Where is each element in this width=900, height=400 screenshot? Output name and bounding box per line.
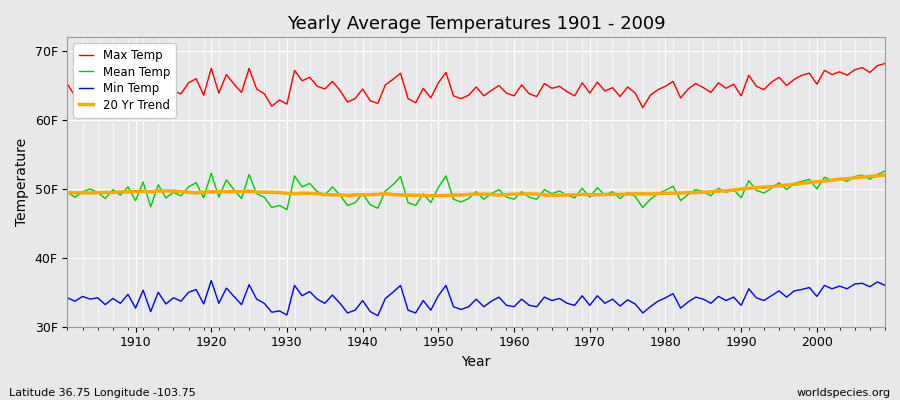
Max Temp xyxy=(608,85,618,90)
Min Temp xyxy=(297,293,308,298)
Min Temp xyxy=(122,292,133,297)
Max Temp xyxy=(342,100,353,104)
Min Temp xyxy=(206,278,217,283)
Max Temp xyxy=(879,61,890,66)
Mean Temp xyxy=(282,207,292,212)
Mean Temp xyxy=(342,203,353,208)
20 Yr Trend xyxy=(289,191,300,196)
Mean Temp xyxy=(508,197,519,202)
20 Yr Trend xyxy=(433,193,444,198)
Title: Yearly Average Temperatures 1901 - 2009: Yearly Average Temperatures 1901 - 2009 xyxy=(287,15,665,33)
20 Yr Trend xyxy=(879,173,890,178)
Max Temp xyxy=(508,94,519,98)
Max Temp xyxy=(297,78,308,83)
20 Yr Trend xyxy=(608,192,618,197)
Max Temp xyxy=(122,80,133,85)
Mean Temp xyxy=(297,184,308,189)
Min Temp xyxy=(62,295,73,300)
Line: 20 Yr Trend: 20 Yr Trend xyxy=(68,175,885,196)
Mean Temp xyxy=(122,184,133,189)
20 Yr Trend xyxy=(62,190,73,195)
Max Temp xyxy=(130,114,141,119)
Min Temp xyxy=(342,310,353,315)
Min Temp xyxy=(517,297,527,302)
Min Temp xyxy=(524,303,535,308)
Y-axis label: Temperature: Temperature xyxy=(15,138,29,226)
Legend: Max Temp, Mean Temp, Min Temp, 20 Yr Trend: Max Temp, Mean Temp, Min Temp, 20 Yr Tre… xyxy=(73,43,176,118)
20 Yr Trend xyxy=(517,192,527,196)
Min Temp xyxy=(879,283,890,288)
20 Yr Trend xyxy=(508,192,519,196)
Mean Temp xyxy=(608,189,618,194)
Min Temp xyxy=(615,304,626,308)
Line: Min Temp: Min Temp xyxy=(68,280,885,316)
Line: Mean Temp: Mean Temp xyxy=(68,171,885,210)
X-axis label: Year: Year xyxy=(462,355,490,369)
Line: Max Temp: Max Temp xyxy=(68,64,885,116)
Text: Latitude 36.75 Longitude -103.75: Latitude 36.75 Longitude -103.75 xyxy=(9,388,196,398)
Mean Temp xyxy=(62,190,73,195)
Max Temp xyxy=(62,82,73,86)
Min Temp xyxy=(373,313,383,318)
Text: worldspecies.org: worldspecies.org xyxy=(796,388,891,398)
20 Yr Trend xyxy=(122,190,133,194)
Mean Temp xyxy=(517,189,527,194)
Max Temp xyxy=(517,82,527,87)
20 Yr Trend xyxy=(335,192,346,197)
Mean Temp xyxy=(879,169,890,174)
